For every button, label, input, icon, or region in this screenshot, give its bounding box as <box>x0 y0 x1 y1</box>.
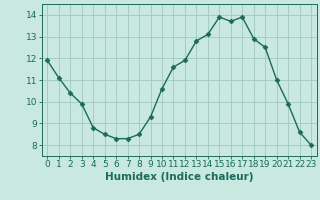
X-axis label: Humidex (Indice chaleur): Humidex (Indice chaleur) <box>105 172 253 182</box>
